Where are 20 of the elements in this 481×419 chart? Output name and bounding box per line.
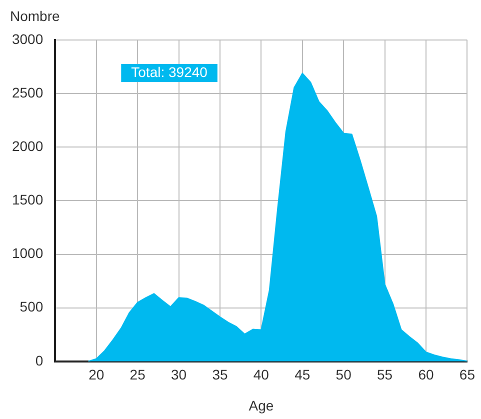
y-tick-label: 500: [20, 298, 44, 315]
x-tick-label: 40: [253, 366, 270, 383]
y-tick-label: 3000: [12, 30, 44, 47]
x-tick-label: 55: [377, 366, 393, 383]
x-tick-label: 25: [130, 366, 146, 383]
y-tick-label: 1000: [12, 245, 44, 262]
x-tick-label: 30: [170, 366, 187, 383]
annotation: Total: 39240: [131, 64, 208, 80]
x-tick-label: 50: [336, 366, 352, 383]
y-tick-label: 2000: [12, 138, 44, 154]
y-tick-label: 0: [35, 352, 44, 368]
y-tick-label: 2500: [12, 84, 44, 100]
x-tick-label: 65: [459, 366, 476, 383]
y-tick-label: 1500: [12, 192, 44, 208]
x-tick-label: 20: [88, 366, 104, 383]
y-axis-title: Nombre: [10, 8, 60, 24]
x-tick-label: 60: [418, 366, 434, 383]
x-tick-label: 45: [294, 366, 310, 383]
x-tick-label: 35: [212, 366, 228, 383]
x-axis-title: Age: [248, 397, 274, 414]
